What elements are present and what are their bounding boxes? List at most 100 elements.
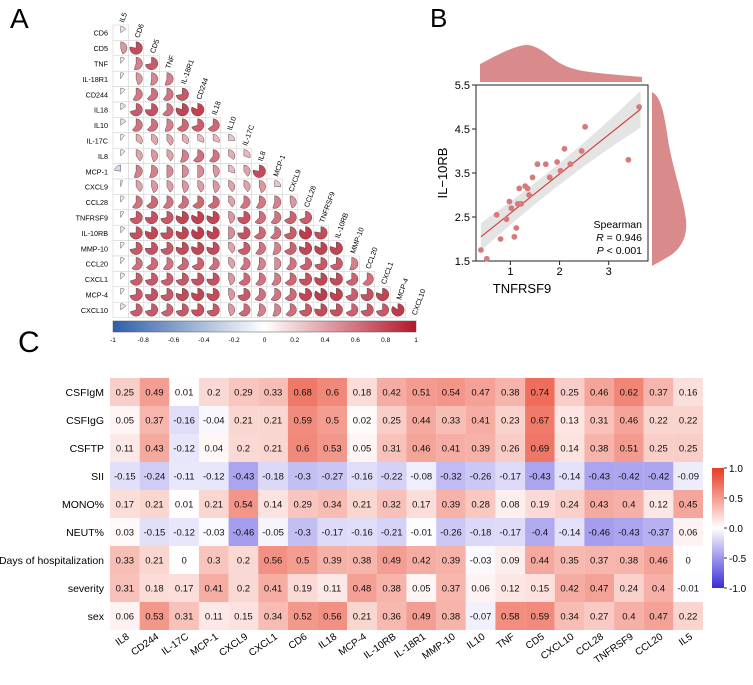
pie-mark (228, 257, 235, 270)
heat-cell (198, 574, 229, 602)
colorbar-tick-label: 0.5 (729, 494, 743, 505)
pie-mark (391, 303, 405, 317)
cell-value: -0.14 (559, 472, 581, 483)
cell-value: 0.23 (501, 416, 520, 427)
heat-cell (317, 462, 348, 490)
heat-cell (287, 490, 318, 518)
pie-mark (145, 272, 158, 286)
pie-mark (151, 149, 158, 163)
pie-mark (120, 257, 125, 265)
heat-cell (643, 518, 674, 546)
pie-mark (243, 164, 251, 177)
pie-mark (207, 195, 220, 209)
pie-mark (329, 241, 343, 255)
heat-cell (406, 434, 437, 462)
cell-value: 0.41 (442, 444, 461, 455)
cell-value: 0.6 (296, 444, 309, 455)
heat-cell (465, 378, 496, 406)
cell-value: 0.31 (590, 416, 609, 427)
cell-value: 0.47 (649, 612, 668, 623)
diag-label-mcp-4: MCP-4 (394, 277, 410, 301)
heat-cell (495, 406, 526, 434)
diag-label-ccl20: CCL20 (364, 246, 380, 270)
heat-cell (525, 378, 555, 406)
colorbar-tick: -0.6 (168, 337, 180, 344)
cell-value: 0.46 (649, 556, 668, 567)
pie-mark (129, 287, 143, 301)
pie-mark (314, 272, 328, 286)
cell-value: 0.74 (531, 388, 550, 399)
heat-cell (287, 406, 318, 434)
pie-mark (177, 195, 189, 209)
heat-cell (139, 574, 170, 602)
pie-mark (329, 287, 343, 301)
pie-mark (182, 133, 189, 145)
cell-value: 0.15 (234, 612, 253, 623)
cell-value: 0.52 (293, 612, 312, 623)
cell-value: -0.18 (470, 528, 492, 539)
heat-cell (228, 546, 259, 574)
heat-cell (169, 434, 199, 462)
pie-mark (135, 72, 143, 86)
pie-mark (299, 257, 312, 271)
pie-mark (314, 241, 328, 255)
heat-cell (139, 546, 170, 574)
colorbar-tick-label: 1.0 (729, 464, 743, 475)
heat-cell (525, 490, 555, 518)
cell-value: -0.42 (618, 472, 640, 483)
heat-cell (258, 574, 288, 602)
pie-mark (253, 226, 266, 240)
heat-cell (228, 378, 259, 406)
annotation-p-label: P (597, 245, 604, 257)
pie-mark (272, 303, 282, 317)
pie-mark (228, 272, 235, 286)
pie-mark (329, 303, 343, 317)
diag-label-il8: IL8 (256, 150, 268, 162)
scatter-point (578, 148, 585, 154)
cell-value: 0.18 (145, 584, 164, 595)
heat-cell (554, 546, 585, 574)
panel-b-scatter: B 1 2 3 1.5 2.5 3.5 4.5 5.5 TNFRSF9 IL−10RB Spearma… (430, 3, 687, 296)
colorbar-tick: 1 (414, 337, 418, 344)
cell-value: 0.25 (560, 388, 579, 399)
heat-cell (347, 462, 377, 490)
diag-label-cxcl10: CXCL10 (410, 288, 428, 317)
cell-value: 0.47 (471, 388, 490, 399)
heat-cell (673, 546, 703, 574)
cell-value: 0.01 (175, 500, 194, 511)
diag-label-il18: IL18 (210, 100, 223, 116)
heat-cell (258, 518, 288, 546)
cell-value: 0.38 (382, 584, 401, 595)
heat-cell (614, 574, 644, 602)
pie-mark (160, 241, 174, 255)
cell-value: 0.37 (442, 584, 461, 595)
col-label: IL18 (317, 631, 340, 651)
pie-mark (298, 272, 312, 286)
cell-value: 0.33 (116, 556, 135, 567)
heat-cell (673, 574, 703, 602)
pie-mark (238, 303, 251, 317)
pie-mark (299, 287, 312, 301)
pie-mark (286, 257, 297, 271)
cell-value: 0.59 (531, 612, 550, 623)
cell-value: -0.16 (351, 528, 373, 539)
pie-mark (238, 272, 251, 286)
pie-mark (191, 103, 205, 117)
cell-value: 0.46 (412, 444, 431, 455)
pie-mark (243, 180, 251, 193)
row-label: sex (88, 611, 105, 623)
row-label: SII (91, 471, 104, 483)
pie-mark (237, 287, 251, 301)
cell-value: -0.17 (322, 528, 344, 539)
cell-value: -0.12 (173, 528, 195, 539)
pie-mark (252, 164, 266, 178)
cell-value: -0.46 (588, 528, 610, 539)
pie-mark (175, 287, 189, 301)
heat-cell (436, 434, 466, 462)
heat-cell (673, 462, 703, 490)
pie-mark (345, 303, 359, 317)
row-label: MONO% (62, 499, 104, 511)
row-label-tnfrsf9: TNFRSF9 (76, 214, 108, 223)
cell-value: -0.4 (532, 528, 548, 539)
cell-value: 0.4 (622, 612, 635, 623)
